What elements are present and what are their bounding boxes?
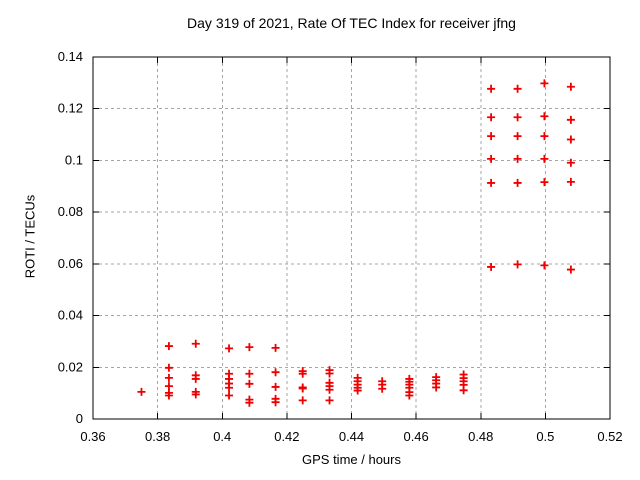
x-tick-label: 0.46 <box>403 429 428 444</box>
data-point-marker <box>540 132 549 141</box>
data-point-marker <box>540 261 549 270</box>
x-tick-label: 0.48 <box>468 429 493 444</box>
data-point-marker <box>191 390 200 399</box>
data-point-marker <box>513 84 522 93</box>
data-point-marker <box>566 135 575 144</box>
data-point-marker <box>164 363 173 372</box>
data-point-marker <box>487 262 496 271</box>
data-point-marker <box>191 339 200 348</box>
data-point-marker <box>540 79 549 88</box>
data-point-marker <box>245 379 254 388</box>
data-point-marker <box>325 369 334 378</box>
y-tick-label: 0 <box>76 411 83 426</box>
data-point-marker <box>353 386 362 395</box>
data-point-marker <box>191 374 200 383</box>
data-point-marker <box>566 265 575 274</box>
x-tick-label: 0.38 <box>145 429 170 444</box>
data-point-marker <box>540 112 549 121</box>
data-point-marker <box>487 84 496 93</box>
data-point-marker <box>566 115 575 124</box>
data-point-marker <box>378 384 387 393</box>
data-point-marker <box>325 396 334 405</box>
data-point-marker <box>245 343 254 352</box>
data-point-marker <box>432 383 441 392</box>
chart-title: Day 319 of 2021, Rate Of TEC Index for r… <box>187 15 516 31</box>
data-point-marker <box>513 260 522 269</box>
y-tick-label: 0.06 <box>58 256 83 271</box>
x-axis-label: GPS time / hours <box>302 452 401 467</box>
y-tick-label: 0.1 <box>65 152 83 167</box>
data-point-marker <box>298 384 307 393</box>
data-point-marker <box>298 396 307 405</box>
data-point-marker <box>325 385 334 394</box>
data-point-marker <box>405 391 414 400</box>
x-tick-label: 0.4 <box>213 429 231 444</box>
x-tick-label: 0.44 <box>339 429 364 444</box>
data-point-marker <box>164 373 173 382</box>
data-point-marker <box>245 369 254 378</box>
data-point-marker <box>459 386 468 395</box>
data-point-marker <box>513 132 522 141</box>
data-point-marker <box>566 158 575 167</box>
y-tick-label: 0.04 <box>58 308 83 323</box>
data-point-marker <box>164 382 173 391</box>
y-tick-label: 0.12 <box>58 101 83 116</box>
data-point-marker <box>164 391 173 400</box>
data-point-marker <box>298 369 307 378</box>
data-point-marker <box>225 391 234 400</box>
y-tick-label: 0.14 <box>58 49 83 64</box>
data-point-marker <box>225 344 234 353</box>
data-point-marker <box>225 383 234 392</box>
data-point-marker <box>513 154 522 163</box>
data-point-marker <box>271 382 280 391</box>
x-tick-label: 0.5 <box>536 429 554 444</box>
data-point-marker <box>271 398 280 407</box>
data-point-marker <box>540 154 549 163</box>
x-tick-label: 0.42 <box>274 429 299 444</box>
data-point-marker <box>271 368 280 377</box>
data-point-marker <box>245 398 254 407</box>
data-point-marker <box>164 342 173 351</box>
data-point-marker <box>487 178 496 187</box>
data-point-marker <box>566 82 575 91</box>
data-point-marker <box>487 132 496 141</box>
data-point-marker <box>271 343 280 352</box>
data-point-marker <box>487 113 496 122</box>
data-point-marker <box>566 177 575 186</box>
data-point-marker <box>487 154 496 163</box>
data-point-marker <box>513 178 522 187</box>
x-tick-label: 0.52 <box>597 429 622 444</box>
x-tick-label: 0.36 <box>80 429 105 444</box>
y-tick-label: 0.08 <box>58 204 83 219</box>
data-point-marker <box>540 178 549 187</box>
y-tick-label: 0.02 <box>58 359 83 374</box>
data-point-marker <box>137 387 146 396</box>
data-point-marker <box>513 113 522 122</box>
